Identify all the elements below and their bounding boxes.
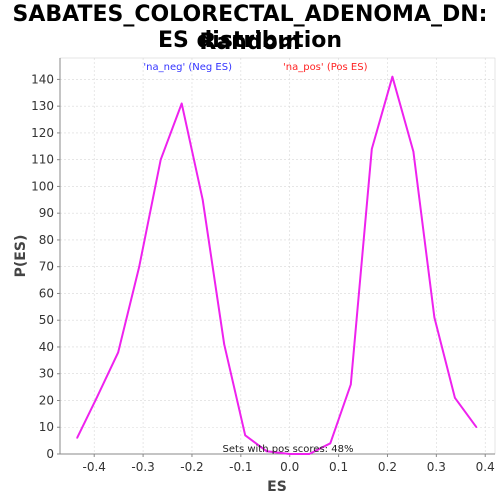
data-point	[265, 450, 268, 453]
data-point	[391, 75, 394, 78]
y-tick-label: 90	[39, 206, 54, 220]
x-tick-label: 0.1	[329, 460, 348, 474]
x-tick-label: 0.3	[427, 460, 446, 474]
y-tick-label: 60	[39, 286, 54, 300]
y-tick-label: 110	[31, 153, 54, 167]
data-point	[201, 199, 204, 201]
sets-note: Sets with pos scores: 48%	[223, 444, 354, 455]
chart-title-line2: ES distribution	[157, 28, 343, 53]
x-tick-label: 0.4	[476, 460, 495, 474]
data-point	[180, 102, 183, 105]
x-tick-label: 0.0	[280, 460, 299, 474]
legend-pos: 'na_pos' (Pos ES)	[283, 62, 368, 73]
x-tick-label: -0.4	[83, 460, 106, 474]
x-tick-label: -0.3	[131, 460, 154, 474]
series-line	[76, 75, 478, 455]
data-point	[454, 397, 456, 399]
x-tick-label: 0.2	[378, 460, 397, 474]
y-tick-label: 0	[46, 447, 54, 461]
y-tick-label: 50	[39, 313, 54, 327]
data-point	[288, 453, 291, 455]
y-tick-label: 100	[31, 179, 54, 193]
grid	[60, 58, 495, 455]
legend-neg: 'na_neg' (Neg ES)	[143, 62, 232, 73]
y-tick-label: 140	[31, 72, 54, 86]
series-group	[76, 75, 478, 455]
data-point	[138, 265, 140, 268]
data-point	[412, 150, 415, 153]
data-point	[223, 343, 226, 346]
y-tick-label: 30	[39, 367, 54, 381]
y-tick-label: 80	[39, 233, 54, 247]
y-tick-label: 120	[31, 126, 54, 140]
y-tick-label: 40	[39, 340, 54, 354]
data-point	[95, 397, 98, 399]
x-axis-ticks: -0.4 -0.3 -0.2 -0.1 0.0 0.1 0.2 0.3 0.4	[83, 454, 495, 474]
plot-area-frame	[59, 57, 496, 455]
y-tick-label: 10	[39, 420, 54, 434]
x-tick-label: -0.1	[229, 460, 252, 474]
data-point	[159, 158, 162, 161]
y-axis-ticks: 0 10 20 30 40 50 60 70 80 90 100 110 120 130 140	[31, 72, 60, 461]
data-point	[475, 426, 478, 429]
data-point	[308, 453, 311, 455]
data-point	[371, 148, 373, 150]
data-point	[244, 434, 247, 437]
data-point	[76, 437, 78, 439]
y-tick-label: 130	[31, 99, 54, 113]
y-tick-label: 70	[39, 260, 54, 274]
data-point	[433, 316, 436, 319]
data-point	[350, 383, 352, 386]
chart-title-line1: SABATES_COLORECTAL_ADENOMA_DN: Random	[12, 2, 488, 55]
x-tick-label: -0.2	[180, 460, 203, 474]
y-tick-label: 20	[39, 393, 54, 407]
x-axis-label: ES	[267, 479, 287, 495]
y-axis-label: P(ES)	[13, 235, 29, 278]
data-point	[329, 442, 332, 445]
data-point	[117, 351, 119, 354]
